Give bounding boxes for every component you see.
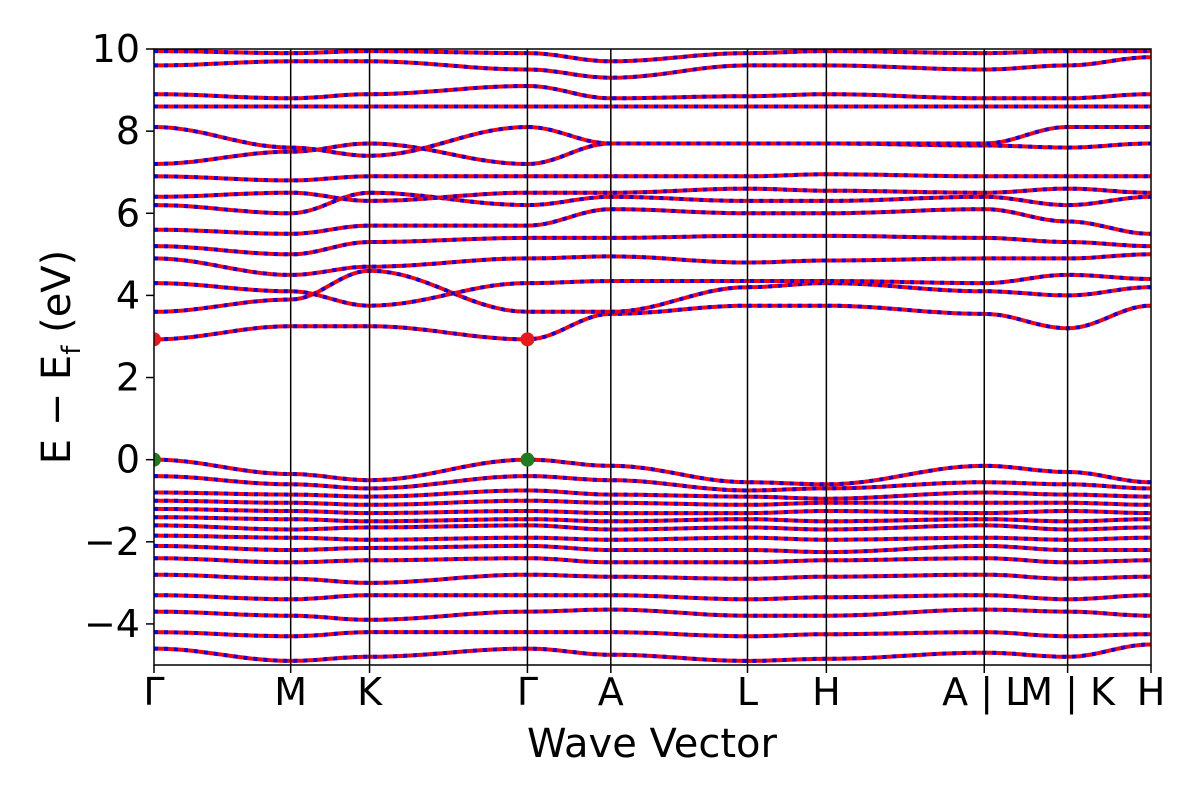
marker-vbm-2 [154,452,161,467]
band-0-spin-up [154,457,1151,487]
band-19-spin-down [154,233,1151,257]
band-14-spin-down [154,642,1151,663]
band-25-spin-down [154,124,1151,158]
marker-cbm-0 [154,332,161,347]
band-27-spin-down [154,83,1151,101]
marker-cbm-1 [520,332,535,347]
band-28-spin-down [154,55,1151,80]
band-8-spin-down [154,543,1151,555]
band-7-spin-down [154,533,1151,542]
band-20-spin-up [154,207,1151,236]
y-axis-label: E − Ef (eV) [34,250,87,465]
band-18-spin-up [154,252,1151,277]
band-23-spin-down [154,172,1151,183]
band-5-spin-down [154,515,1151,524]
ytick-label-3: 2 [116,356,140,400]
high-symmetry-lines [289,49,1069,665]
xtick-label-1: M [274,670,307,714]
band-1-spin-down [154,474,1151,493]
ytick-label-1: −2 [84,520,140,564]
band-2-spin-down [154,488,1151,501]
ytick-label-7: 10 [92,27,140,71]
band-3-spin-up [154,498,1151,507]
band-edge-markers [154,332,535,467]
band-9-spin-down [154,556,1151,565]
band-6-spin-down [154,523,1151,532]
band-15-spin-down [154,303,1151,342]
band-4-spin-down [154,506,1151,516]
ytick-label-4: 4 [116,273,140,317]
band-13-spin-down [154,630,1151,639]
y-axis-ticks: −4 −2 0 2 4 6 8 10 [84,27,154,646]
xtick-label-0: Γ [143,670,164,714]
band-11-spin-down [154,593,1151,602]
band-3-spin-down [154,498,1151,507]
band-22-spin-down [154,186,1151,203]
x-axis-ticks: Γ M K Γ A L H A | LM | K H [143,665,1165,715]
x-axis-label: Wave Vector [527,721,778,767]
marker-vbm-3 [520,452,535,467]
xtick-label-4: A [598,670,624,714]
band-21-spin-up [154,190,1151,216]
xtick-label-6: H [812,670,841,714]
xtick-label-9: H [1137,670,1166,714]
xtick-label-3: Γ [517,670,538,714]
band-12-spin-down [154,607,1151,622]
xtick-label-2: K [357,670,383,714]
ytick-label-2: 0 [116,438,140,482]
ytick-label-6: 8 [116,109,140,153]
ytick-label-0: −4 [84,602,140,646]
band-16-spin-up [154,268,1151,314]
plot-frame [153,48,1152,666]
ytick-label-5: 6 [116,191,140,235]
bands-group [154,49,1151,663]
xtick-label-8: M | K [1020,670,1116,715]
band-29-spin-down [154,49,1151,64]
xtick-label-5: L [737,670,758,714]
band-10-spin-down [154,572,1151,585]
band-17-spin-up [154,272,1151,308]
xtick-label-7: A | L [942,670,1026,715]
